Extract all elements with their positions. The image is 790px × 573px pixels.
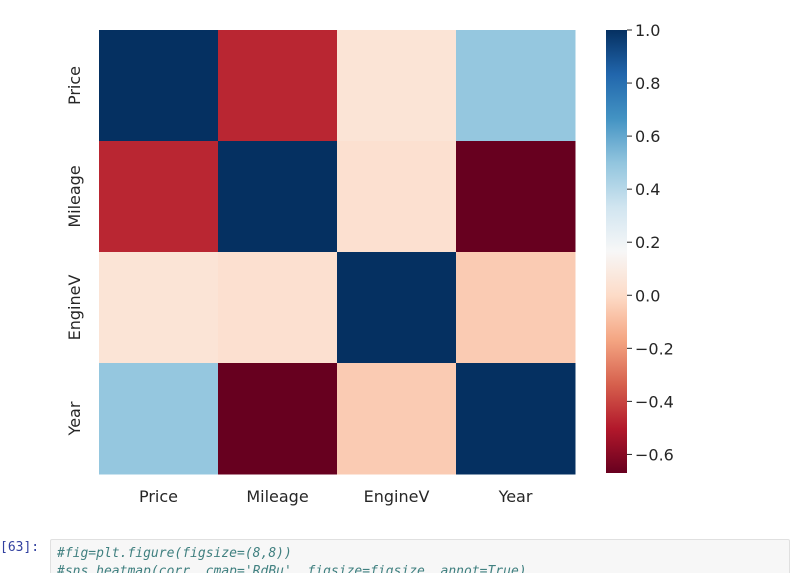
heatmap-cell [99,363,219,475]
heatmap-cell [99,252,219,364]
colorbar-tick-label: −0.2 [635,339,674,358]
heatmap-cell [218,363,338,475]
colorbar-tick-label: 0.2 [635,233,660,252]
heatmap-cell [218,141,338,253]
heatmap-cell [218,252,338,364]
colorbar-tick-label: −0.6 [635,445,674,464]
heatmap-cell [456,252,576,364]
colorbar [606,30,627,473]
colorbar-tick-label: −0.4 [635,392,674,411]
code-line: #fig=plt.figure(figsize=(8,8)) [57,546,292,561]
heatmap-cell [337,363,457,475]
heatmap-cell [456,141,576,253]
colorbar-tick-label: 0.4 [635,180,660,199]
heatmap-cell [99,141,219,253]
heatmap-cell [337,141,457,253]
y-tick-label: Price [65,66,84,105]
x-tick-label: Price [139,487,178,506]
colorbar-tick-label: 0.8 [635,74,660,93]
colorbar-tick-label: 0.0 [635,286,660,305]
code-cell[interactable]: [63]: #fig=plt.figure(figsize=(8,8)) #sn… [0,534,790,573]
y-tick-label: Year [65,401,84,436]
y-tick-label: EngineV [65,275,84,341]
cell-prompt: [63]: [0,540,40,555]
y-tick-label: Mileage [65,165,84,227]
colorbar-tick-label: 0.6 [635,127,660,146]
heatmap-cell [456,30,576,142]
x-tick-label: Year [498,487,533,506]
code-line: #sns.heatmap(corr, cmap='RdBu', figsize=… [57,564,527,573]
heatmap-cell [456,363,576,475]
colorbar-tick-label: 1.0 [635,21,660,40]
x-tick-label: EngineV [364,487,430,506]
heatmap-cell [337,30,457,142]
correlation-heatmap: Price Mileage EngineV Year Price Mileage Engi… [65,21,674,506]
x-tick-label: Mileage [246,487,308,506]
heatmap-cell [218,30,338,142]
heatmap-cell [337,252,457,364]
heatmap-cell [99,30,219,142]
code-editor[interactable]: #fig=plt.figure(figsize=(8,8)) #sns.heat… [50,539,790,573]
